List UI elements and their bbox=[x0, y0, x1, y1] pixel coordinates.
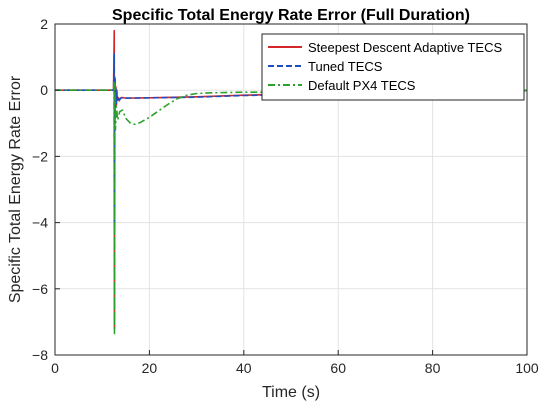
x-tick-label: 0 bbox=[51, 360, 59, 376]
y-axis-label: Specific Total Energy Rate Error bbox=[7, 75, 24, 303]
x-tick-label: 40 bbox=[236, 360, 252, 376]
x-axis-label: Time (s) bbox=[262, 384, 320, 401]
y-tick-label: −6 bbox=[32, 281, 48, 297]
y-tick-label: 2 bbox=[40, 16, 48, 32]
y-tick-label: −8 bbox=[32, 347, 48, 363]
legend-label-2: Default PX4 TECS bbox=[308, 78, 416, 93]
chart-title: Specific Total Energy Rate Error (Full D… bbox=[112, 7, 470, 24]
y-tick-label: −4 bbox=[32, 215, 48, 231]
x-tick-label: 80 bbox=[425, 360, 441, 376]
legend-label-0: Steepest Descent Adaptive TECS bbox=[308, 40, 502, 55]
legend-label-1: Tuned TECS bbox=[308, 59, 383, 74]
x-tick-label: 100 bbox=[515, 360, 539, 376]
x-tick-label: 60 bbox=[330, 360, 346, 376]
y-tick-label: −2 bbox=[32, 148, 48, 164]
grid bbox=[54, 23, 528, 356]
legend: Steepest Descent Adaptive TECS Tuned TECS… bbox=[261, 33, 525, 101]
plot-frame bbox=[54, 23, 528, 356]
legend-box bbox=[261, 33, 525, 101]
y-tick-label: 0 bbox=[40, 82, 48, 98]
x-tick-label: 20 bbox=[142, 360, 158, 376]
